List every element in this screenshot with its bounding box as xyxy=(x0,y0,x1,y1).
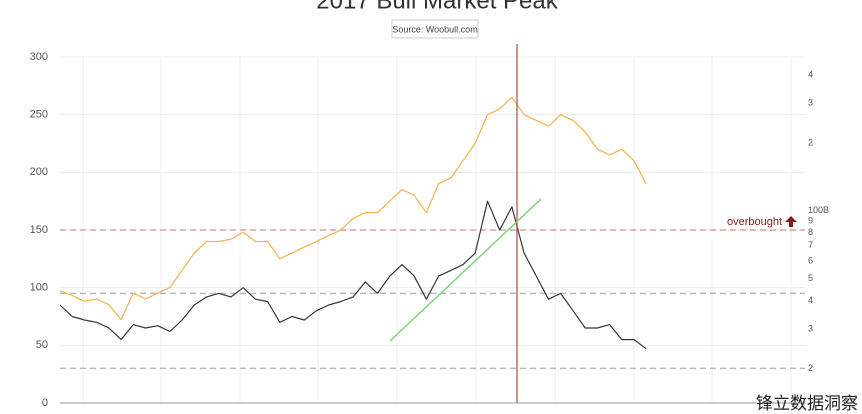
y2-tick-label: 3 xyxy=(808,97,813,107)
y-tick-label: 200 xyxy=(30,166,48,178)
y2-tick-label: 2 xyxy=(808,137,813,147)
y-tick-label: 0 xyxy=(42,397,48,409)
y2-tick-label: 3 xyxy=(808,323,813,333)
y2-tick-label: 7 xyxy=(808,240,813,250)
y2-tick-label: 5 xyxy=(808,273,813,283)
y2-tick-label: 9 xyxy=(808,216,813,226)
y-tick-label: 50 xyxy=(36,339,48,351)
y-tick-label: 250 xyxy=(30,109,48,121)
y2-tick-label: 6 xyxy=(808,255,813,265)
overbought-arrow xyxy=(785,216,797,227)
chart-subtitle: Source: Woobull.com xyxy=(392,24,477,34)
y-tick-label: 150 xyxy=(30,224,48,236)
trend-line xyxy=(389,198,542,342)
watermark: 锋立数据洞察 xyxy=(756,394,858,414)
y2-tick-label: 100B xyxy=(808,205,829,215)
y2-tick-label: 4 xyxy=(808,295,813,305)
chart-title: 2017 Bull Market Peak xyxy=(316,0,558,14)
y2-tick-label: 4 xyxy=(808,69,813,79)
y-tick-label: 300 xyxy=(30,51,48,63)
source-box xyxy=(391,19,479,39)
annotation: overbought xyxy=(727,216,782,228)
y2-tick-label: 8 xyxy=(808,227,813,237)
series-line xyxy=(59,200,647,350)
series-line xyxy=(59,96,647,321)
y-tick-label: 100 xyxy=(30,282,48,294)
y2-tick-label: 2 xyxy=(808,363,813,373)
